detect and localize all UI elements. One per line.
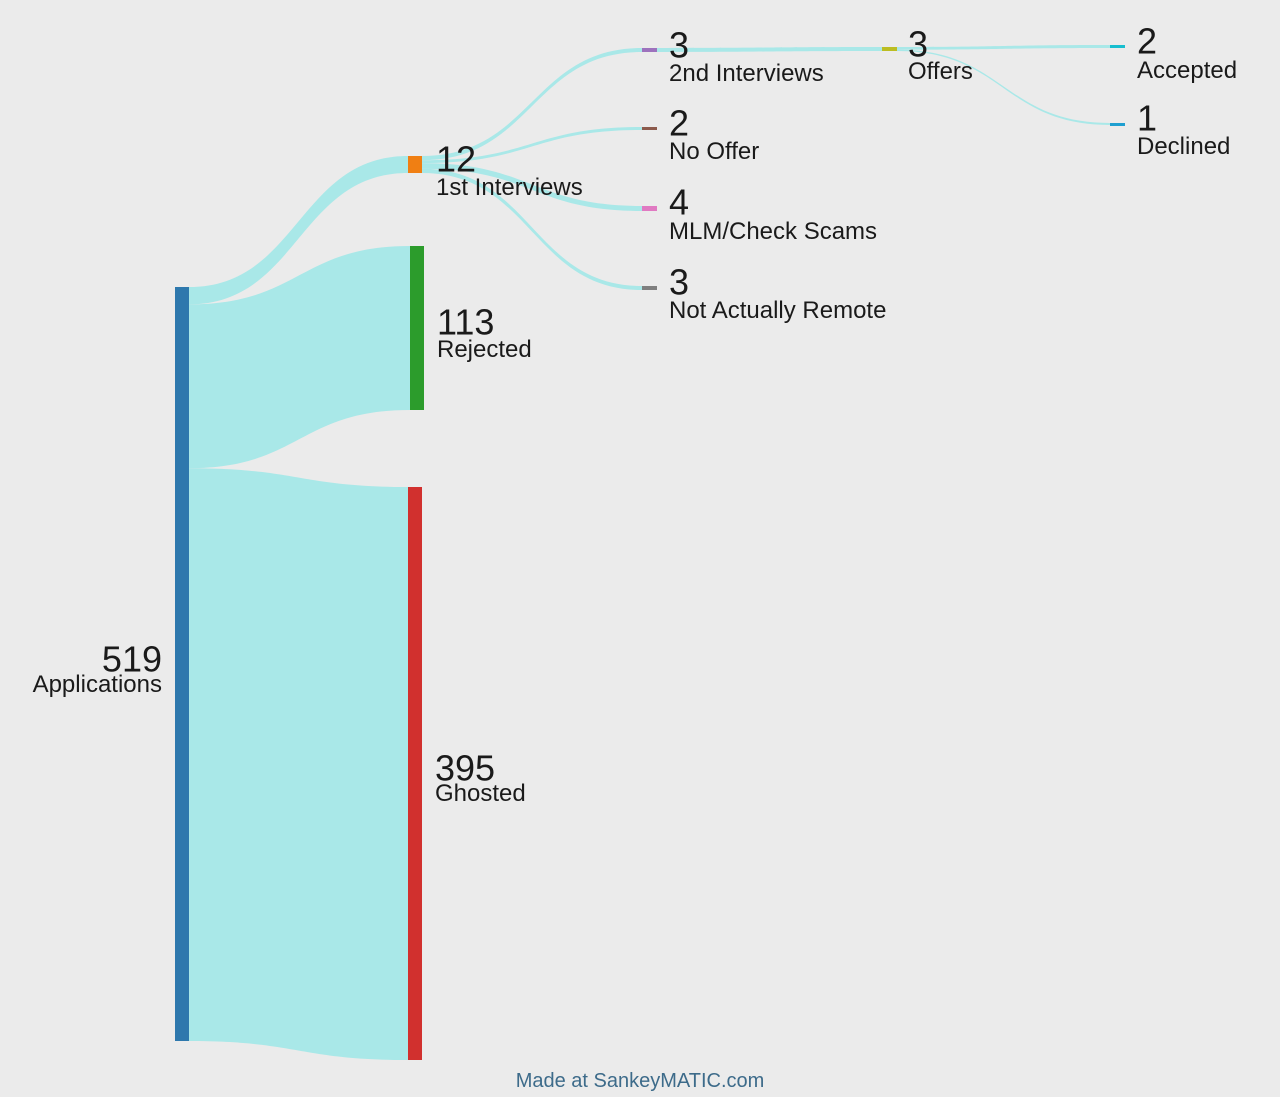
node-value-accepted: 2 [1137, 21, 1157, 62]
node-label-ghosted: Ghosted [435, 780, 526, 807]
flow-applications-to-ghosted [189, 468, 408, 1060]
node-applications [175, 287, 189, 1041]
flow-offers-to-declined [897, 49, 1110, 125]
node-mlm-check-scams [642, 206, 657, 211]
node-first-interviews [408, 156, 422, 173]
node-value-ghosted: 395 [435, 748, 495, 789]
node-rejected [410, 246, 424, 410]
node-no-offer [642, 127, 657, 130]
flow-first_interviews-to-not_actually_remote [422, 168, 642, 290]
node-value-not-actually-remote: 3 [669, 262, 689, 303]
flows-layer [189, 45, 1110, 1060]
node-value-declined: 1 [1137, 98, 1157, 139]
node-label-not-actually-remote: Not Actually Remote [669, 297, 886, 324]
node-value-applications: 519 [102, 639, 162, 680]
node-label-no-offer: No Offer [669, 138, 759, 165]
node-label-applications: Applications [33, 671, 162, 698]
node-value-second-interviews: 3 [669, 25, 689, 66]
flow-first_interviews-to-no_offer [422, 127, 642, 164]
node-label-declined: Declined [1137, 133, 1230, 160]
flow-first_interviews-to-mlm_check_scams [422, 163, 642, 211]
node-value-offers: 3 [908, 24, 928, 65]
node-value-mlm-check-scams: 4 [669, 182, 689, 223]
flow-applications-to-first_interviews [189, 156, 408, 305]
flow-offers-to-accepted [897, 45, 1110, 50]
node-second-interviews [642, 48, 657, 52]
node-offers [882, 47, 897, 51]
flow-applications-to-rejected [189, 246, 410, 469]
node-label-second-interviews: 2nd Interviews [669, 60, 824, 87]
node-value-rejected: 113 [437, 302, 494, 343]
node-not-actually-remote [642, 286, 657, 290]
node-label-offers: Offers [908, 58, 973, 85]
flow-second_interviews-to-offers [657, 47, 882, 52]
node-accepted [1110, 45, 1125, 48]
node-declined [1110, 123, 1125, 126]
node-label-rejected: Rejected [437, 336, 532, 363]
nodes-layer [175, 45, 1125, 1060]
node-value-first-interviews: 12 [436, 139, 476, 180]
node-label-mlm-check-scams: MLM/Check Scams [669, 218, 877, 245]
node-value-no-offer: 2 [669, 103, 689, 144]
flow-first_interviews-to-second_interviews [422, 48, 642, 161]
credit-link[interactable]: Made at SankeyMATIC.com [516, 1070, 765, 1092]
node-label-first-interviews: 1st Interviews [436, 174, 583, 201]
node-ghosted [408, 487, 422, 1060]
node-label-accepted: Accepted [1137, 57, 1237, 84]
